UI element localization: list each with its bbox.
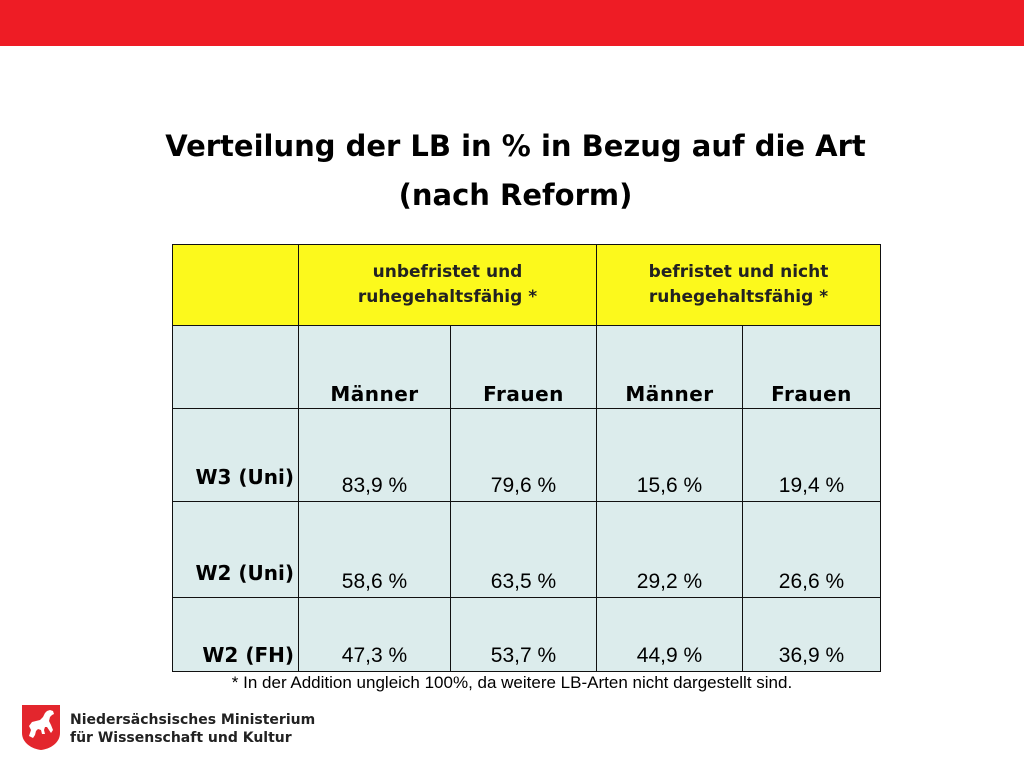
- group-header-befristet: befristet und nicht ruhegehaltsfähig *: [596, 244, 881, 326]
- group-header-unbefristet: unbefristet und ruhegehaltsfähig *: [298, 244, 597, 326]
- table-subheader-row: Männer Frauen Männer Frauen: [172, 325, 881, 409]
- table-group-header-row: unbefristet und ruhegehaltsfähig * befri…: [172, 244, 881, 326]
- page-title: Verteilung der LB in % in Bezug auf die …: [0, 122, 1024, 220]
- ministry-name: Niedersächsisches Ministerium für Wissen…: [70, 711, 315, 747]
- table-cell: 83,9 %: [298, 408, 451, 502]
- group-header-befristet-line-2: ruhegehaltsfähig *: [648, 287, 829, 307]
- table-cell: 36,9 %: [742, 597, 881, 672]
- distribution-table: unbefristet und ruhegehaltsfähig * befri…: [172, 244, 881, 672]
- table-row: W3 (Uni) 83,9 % 79,6 % 15,6 % 19,4 %: [172, 408, 881, 502]
- group-header-befristet-line-1: befristet und nicht: [648, 262, 829, 282]
- row-label: W3 (Uni): [172, 408, 299, 502]
- top-accent-bar: [0, 0, 1024, 46]
- subheader-frauen-befristet: Frauen: [742, 325, 881, 409]
- group-header-unbefristet-line-2: ruhegehaltsfähig *: [357, 287, 538, 307]
- footnote: * In der Addition ungleich 100%, da weit…: [231, 673, 793, 692]
- table-cell: 79,6 %: [450, 408, 597, 502]
- table-cell: 47,3 %: [298, 597, 451, 672]
- table-corner-cell: [172, 244, 299, 326]
- table-row: W2 (Uni) 58,6 % 63,5 % 29,2 % 26,6 %: [172, 501, 881, 598]
- group-header-unbefristet-line-1: unbefristet und: [372, 262, 523, 282]
- subheader-empty-cell: [172, 325, 299, 409]
- row-label: W2 (FH): [172, 597, 299, 672]
- subheader-maenner-unbefristet: Männer: [298, 325, 451, 409]
- table-cell: 53,7 %: [450, 597, 597, 672]
- table-cell: 44,9 %: [596, 597, 743, 672]
- title-line-2: (nach Reform): [398, 178, 633, 212]
- ministry-line-1: Niedersächsisches Ministerium: [70, 712, 316, 728]
- table-cell: 58,6 %: [298, 501, 451, 598]
- subheader-frauen-unbefristet: Frauen: [450, 325, 597, 409]
- table-cell: 63,5 %: [450, 501, 597, 598]
- table-cell: 26,6 %: [742, 501, 881, 598]
- subheader-maenner-befristet: Männer: [596, 325, 743, 409]
- lower-saxony-horse-icon: [20, 703, 62, 751]
- table-cell: 29,2 %: [596, 501, 743, 598]
- ministry-line-2: für Wissenschaft und Kultur: [70, 730, 292, 746]
- table-cell: 19,4 %: [742, 408, 881, 502]
- table-cell: 15,6 %: [596, 408, 743, 502]
- table-row: W2 (FH) 47,3 % 53,7 % 44,9 % 36,9 %: [172, 597, 881, 672]
- row-label: W2 (Uni): [172, 501, 299, 598]
- title-line-1: Verteilung der LB in % in Bezug auf die …: [165, 129, 866, 163]
